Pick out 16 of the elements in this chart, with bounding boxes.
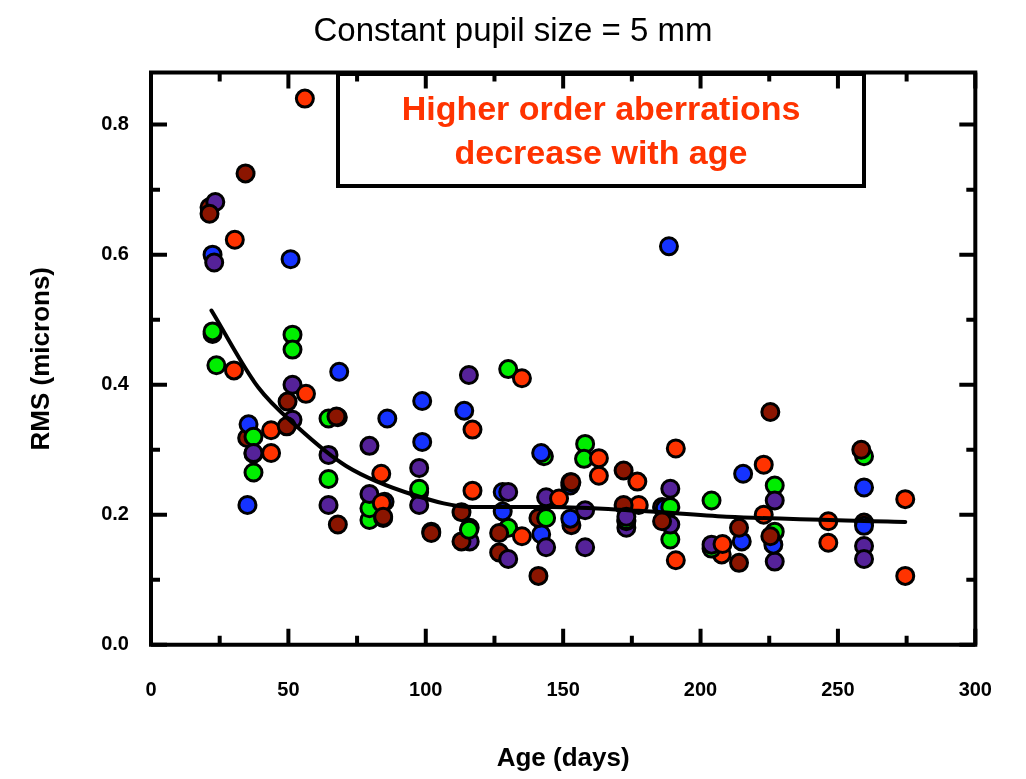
- x-tick-label: 0: [145, 678, 157, 701]
- x-tick-label: 150: [546, 678, 580, 701]
- chart-title: Constant pupil size = 5 mm: [313, 10, 713, 48]
- annotation: Higher order aberrations decrease with age: [336, 72, 866, 188]
- y-tick-label: 0.2: [101, 502, 129, 525]
- x-axis-title: Age (days): [496, 741, 630, 772]
- y-tick-label: 0.6: [101, 242, 129, 265]
- x-tick-label: 250: [821, 678, 855, 701]
- y-tick-label: 0.0: [101, 632, 129, 655]
- y-tick-label: 0.4: [101, 372, 130, 395]
- y-axis-title: RMS (microns): [24, 266, 55, 451]
- x-tick-label: 100: [409, 678, 443, 701]
- x-tick-label: 300: [958, 678, 992, 701]
- y-tick-label: 0.8: [101, 112, 129, 135]
- x-tick-label: 50: [277, 678, 300, 701]
- x-tick-label: 200: [683, 678, 718, 701]
